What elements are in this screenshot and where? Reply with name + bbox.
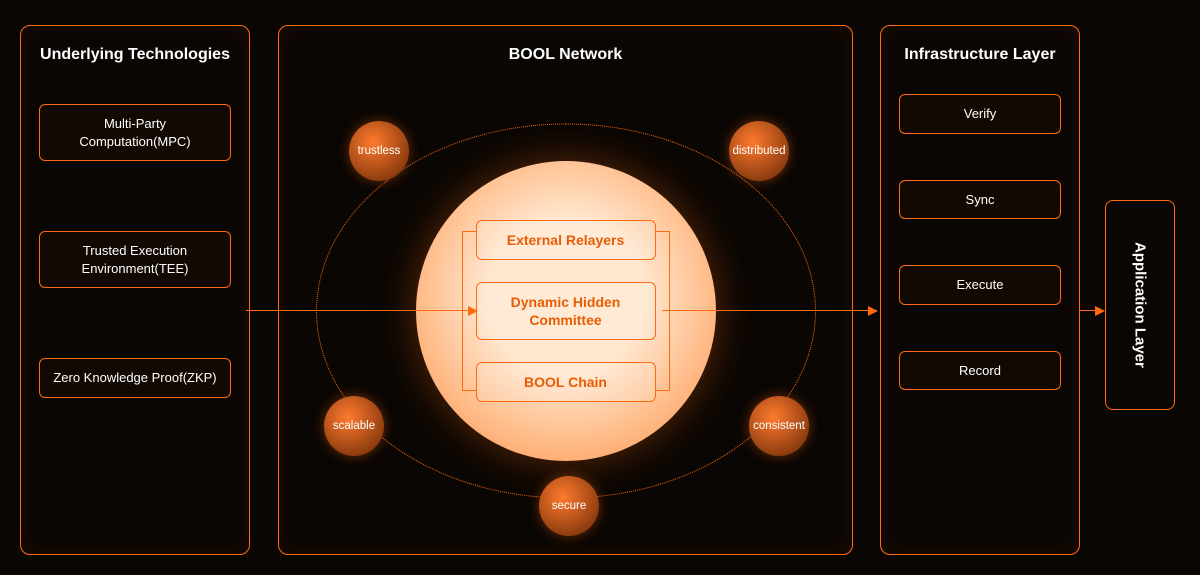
arrow-left-to-center	[246, 310, 471, 311]
core-box: External Relayers	[476, 220, 656, 260]
arrow-head-icon	[468, 306, 478, 316]
property-node: trustless	[349, 121, 409, 181]
tech-item: Multi-Party Computation(MPC)	[39, 104, 231, 161]
core-circle: External Relayers Dynamic Hidden Committ…	[416, 161, 716, 461]
bool-network-panel: BOOL Network External Relayers Dynamic H…	[278, 25, 853, 555]
infra-item: Record	[899, 351, 1061, 391]
application-layer-panel: Application Layer	[1105, 200, 1175, 410]
infra-item: Execute	[899, 265, 1061, 305]
arrow-head-icon	[868, 306, 878, 316]
right-items: Verify Sync Execute Record	[899, 94, 1061, 390]
core-connector-right	[656, 231, 670, 391]
left-items: Multi-Party Computation(MPC) Trusted Exe…	[39, 104, 231, 398]
panel-title: BOOL Network	[297, 46, 834, 64]
infra-item: Sync	[899, 180, 1061, 220]
panel-title: Infrastructure Layer	[899, 46, 1061, 64]
application-layer-label: Application Layer	[1132, 242, 1149, 368]
property-node: consistent	[749, 396, 809, 456]
infra-item: Verify	[899, 94, 1061, 134]
core-box: Dynamic Hidden Committee	[476, 282, 656, 340]
underlying-technologies-panel: Underlying Technologies Multi-Party Comp…	[20, 25, 250, 555]
tech-item: Trusted Execution Environment(TEE)	[39, 231, 231, 288]
property-node: distributed	[729, 121, 789, 181]
arrow-head-icon	[1095, 306, 1105, 316]
core-box: BOOL Chain	[476, 362, 656, 402]
infrastructure-layer-panel: Infrastructure Layer Verify Sync Execute…	[880, 25, 1080, 555]
property-node: scalable	[324, 396, 384, 456]
arrow-center-to-right	[662, 310, 872, 311]
tech-item: Zero Knowledge Proof(ZKP)	[39, 358, 231, 398]
property-node: secure	[539, 476, 599, 536]
panel-title: Underlying Technologies	[39, 46, 231, 64]
